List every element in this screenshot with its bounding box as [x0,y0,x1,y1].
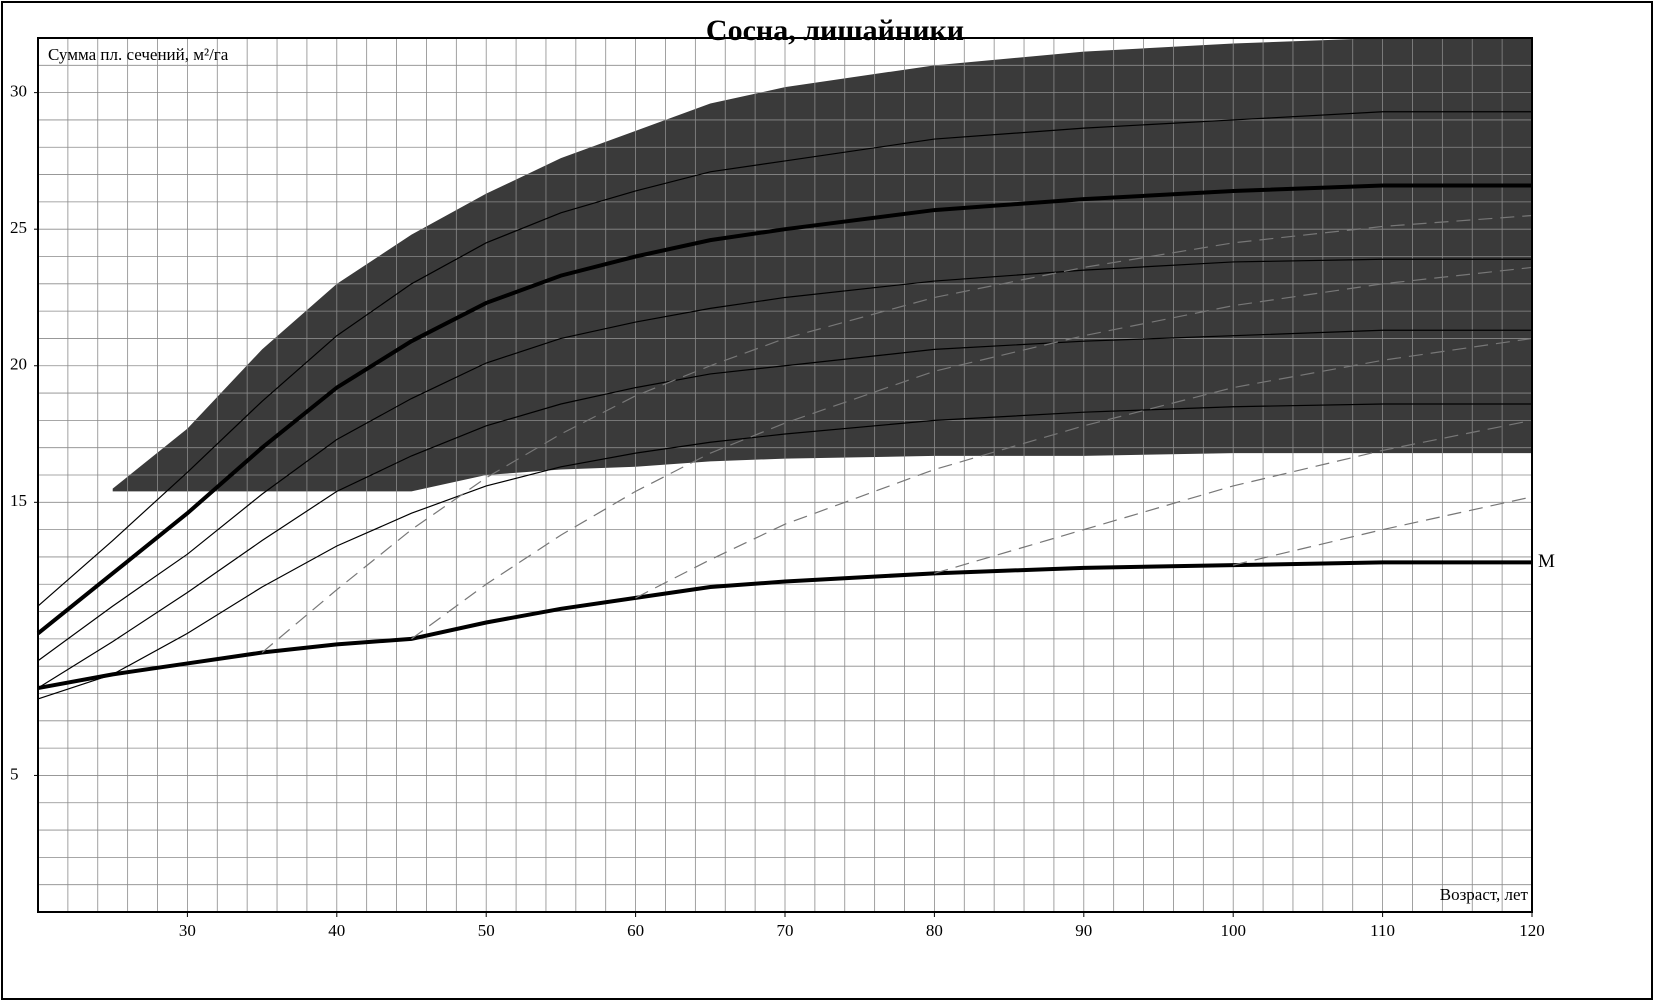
y-tick-label: 5 [10,764,19,783]
line-label: M [1538,551,1555,572]
x-tick-label: 50 [478,921,495,940]
plot-border [37,37,1533,913]
x-tick-label: 40 [328,921,345,940]
x-tick-label: 70 [777,921,794,940]
y-axis-label: Сумма пл. сечений, м²/га [48,45,229,64]
curve [37,560,1532,691]
curve [37,258,1532,662]
chart-title: Сосна, лишайники [706,14,964,47]
x-tick-label: 110 [1370,921,1395,940]
dashed-line [934,419,1533,574]
x-tick-label: 90 [1075,921,1092,940]
y-tick-label: 15 [10,491,27,510]
x-tick-label: 30 [179,921,196,940]
y-tick-label: 20 [10,355,27,374]
y-tick-label: 30 [10,82,27,101]
x-axis-label: Возраст, лет [1440,885,1529,904]
curve [36,183,1532,635]
y-tick-label: 25 [10,218,27,237]
dashed-line [411,266,1533,640]
curve [37,111,1532,607]
dashed-line [1233,496,1533,566]
dashed-line [635,337,1533,599]
curve [37,403,1532,700]
x-tick-label: 120 [1519,921,1545,940]
dashed-line [261,214,1533,653]
x-tick-label: 100 [1220,921,1246,940]
x-tick-label: 60 [627,921,644,940]
curve [37,329,1532,689]
dark-area [112,38,1533,492]
x-tick-label: 80 [926,921,943,940]
